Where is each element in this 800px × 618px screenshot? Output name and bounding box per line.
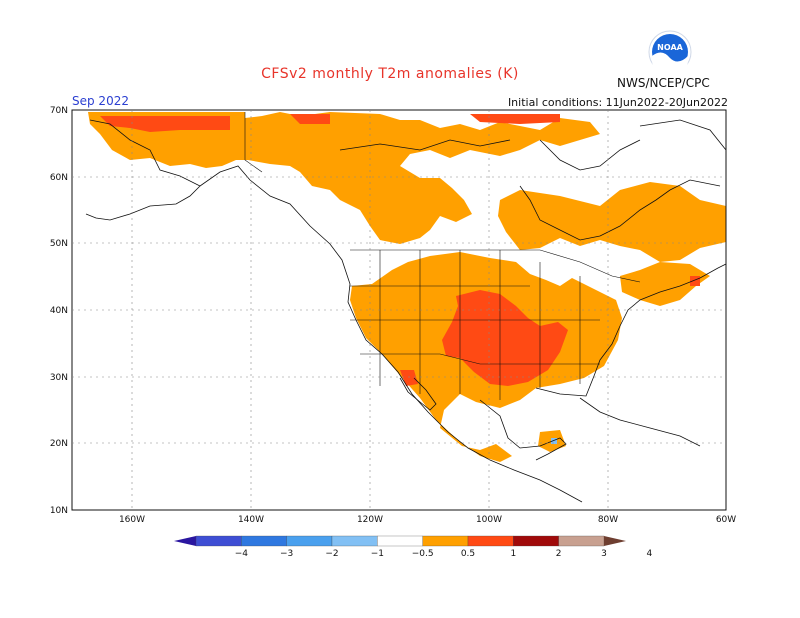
lat-label: 60N: [50, 173, 68, 183]
grid: [71, 109, 727, 511]
lon-label: 120W: [357, 515, 383, 525]
coastlines: [85, 119, 727, 503]
colorbar-label: 1: [510, 549, 516, 559]
colorbar-label: −2: [325, 549, 338, 559]
colorbar-swatch: [241, 535, 287, 547]
lat-tick-labels: 70N 60N 50N 40N 30N 20N 10N: [50, 106, 68, 516]
svg-text:NOAA: NOAA: [657, 43, 683, 52]
colorbar-label: −1: [371, 549, 384, 559]
lat-label: 50N: [50, 239, 68, 249]
lat-label: 70N: [50, 106, 68, 116]
agency-label: NWS/NCEP/CPC: [617, 76, 710, 90]
anomaly-region-plains-strong: [442, 290, 568, 386]
colorbar-label: 2: [556, 549, 562, 559]
anomaly-region-maine-strong: [690, 276, 700, 286]
colorbar-swatch: [513, 535, 559, 547]
colorbar-swatch: [331, 535, 378, 547]
anomaly-region-arctic-strong-2: [290, 114, 330, 124]
anomaly-region-arctic-strong-3: [470, 114, 560, 124]
colorbar-swatch: [558, 535, 605, 547]
colorbar-label: 3: [601, 549, 607, 559]
colorbar-label: −0.5: [412, 549, 434, 559]
lon-label: 80W: [598, 515, 618, 525]
lon-tick-labels: 160W 140W 120W 100W 80W 60W: [119, 515, 736, 525]
lon-label: 160W: [119, 515, 145, 525]
anomaly-region-alaska-canada: [88, 112, 600, 244]
lat-label: 10N: [50, 506, 68, 516]
noaa-logo-icon: NOAA: [648, 30, 692, 74]
anomaly-region-arctic-strong: [100, 116, 230, 132]
state-borders: [244, 112, 641, 400]
lon-label: 100W: [476, 515, 502, 525]
colorbar-swatch: [286, 535, 333, 547]
anomaly-region-northeast: [620, 262, 710, 306]
colorbar-label: 4: [646, 549, 652, 559]
colorbar-swatch: [377, 535, 423, 547]
colorbar: −4 −3 −2 −1 −0.5 0.5 1 2 3 4: [174, 535, 652, 559]
colorbar-arrow-high: [604, 536, 626, 546]
valid-month-label: Sep 2022: [72, 94, 129, 108]
lon-label: 140W: [238, 515, 264, 525]
colorbar-label: 0.5: [461, 549, 475, 559]
lat-label: 20N: [50, 439, 68, 449]
anomaly-region-eastern-canada: [498, 182, 726, 262]
lon-label: 60W: [716, 515, 736, 525]
colorbar-swatch: [467, 535, 514, 547]
colorbar-swatch: [195, 535, 242, 547]
colorbar-label: −3: [280, 549, 293, 559]
colorbar-arrow-low: [174, 536, 196, 546]
initial-conditions-label: Initial conditions: 11Jun2022-20Jun2022: [507, 96, 728, 109]
chart-title: CFSv2 monthly T2m anomalies (K): [261, 66, 519, 82]
colorbar-swatch: [422, 535, 469, 547]
lat-label: 40N: [50, 306, 68, 316]
anomaly-region-cool-spot: [551, 438, 557, 444]
lat-label: 30N: [50, 373, 68, 383]
anomaly-fields: [88, 112, 726, 462]
colorbar-label: −4: [235, 549, 249, 559]
